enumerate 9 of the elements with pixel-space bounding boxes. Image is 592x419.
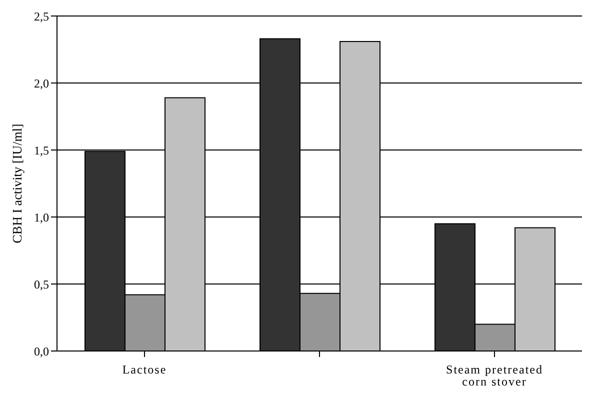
y-tick-label: 1,0 <box>34 210 49 224</box>
y-tick-label: 2,5 <box>34 9 49 24</box>
y-axis-title: CBH I activity [IU/ml] <box>10 124 25 244</box>
x-tick-label: Steam pretreated corn stover <box>446 362 543 389</box>
x-tick-label: Lactose <box>122 362 167 377</box>
y-tick-label: 0,5 <box>34 277 49 292</box>
y-tick-label: 2,0 <box>34 76 49 90</box>
y-tick-label: 0,0 <box>34 344 49 358</box>
y-tick-label: 1,5 <box>34 143 49 158</box>
